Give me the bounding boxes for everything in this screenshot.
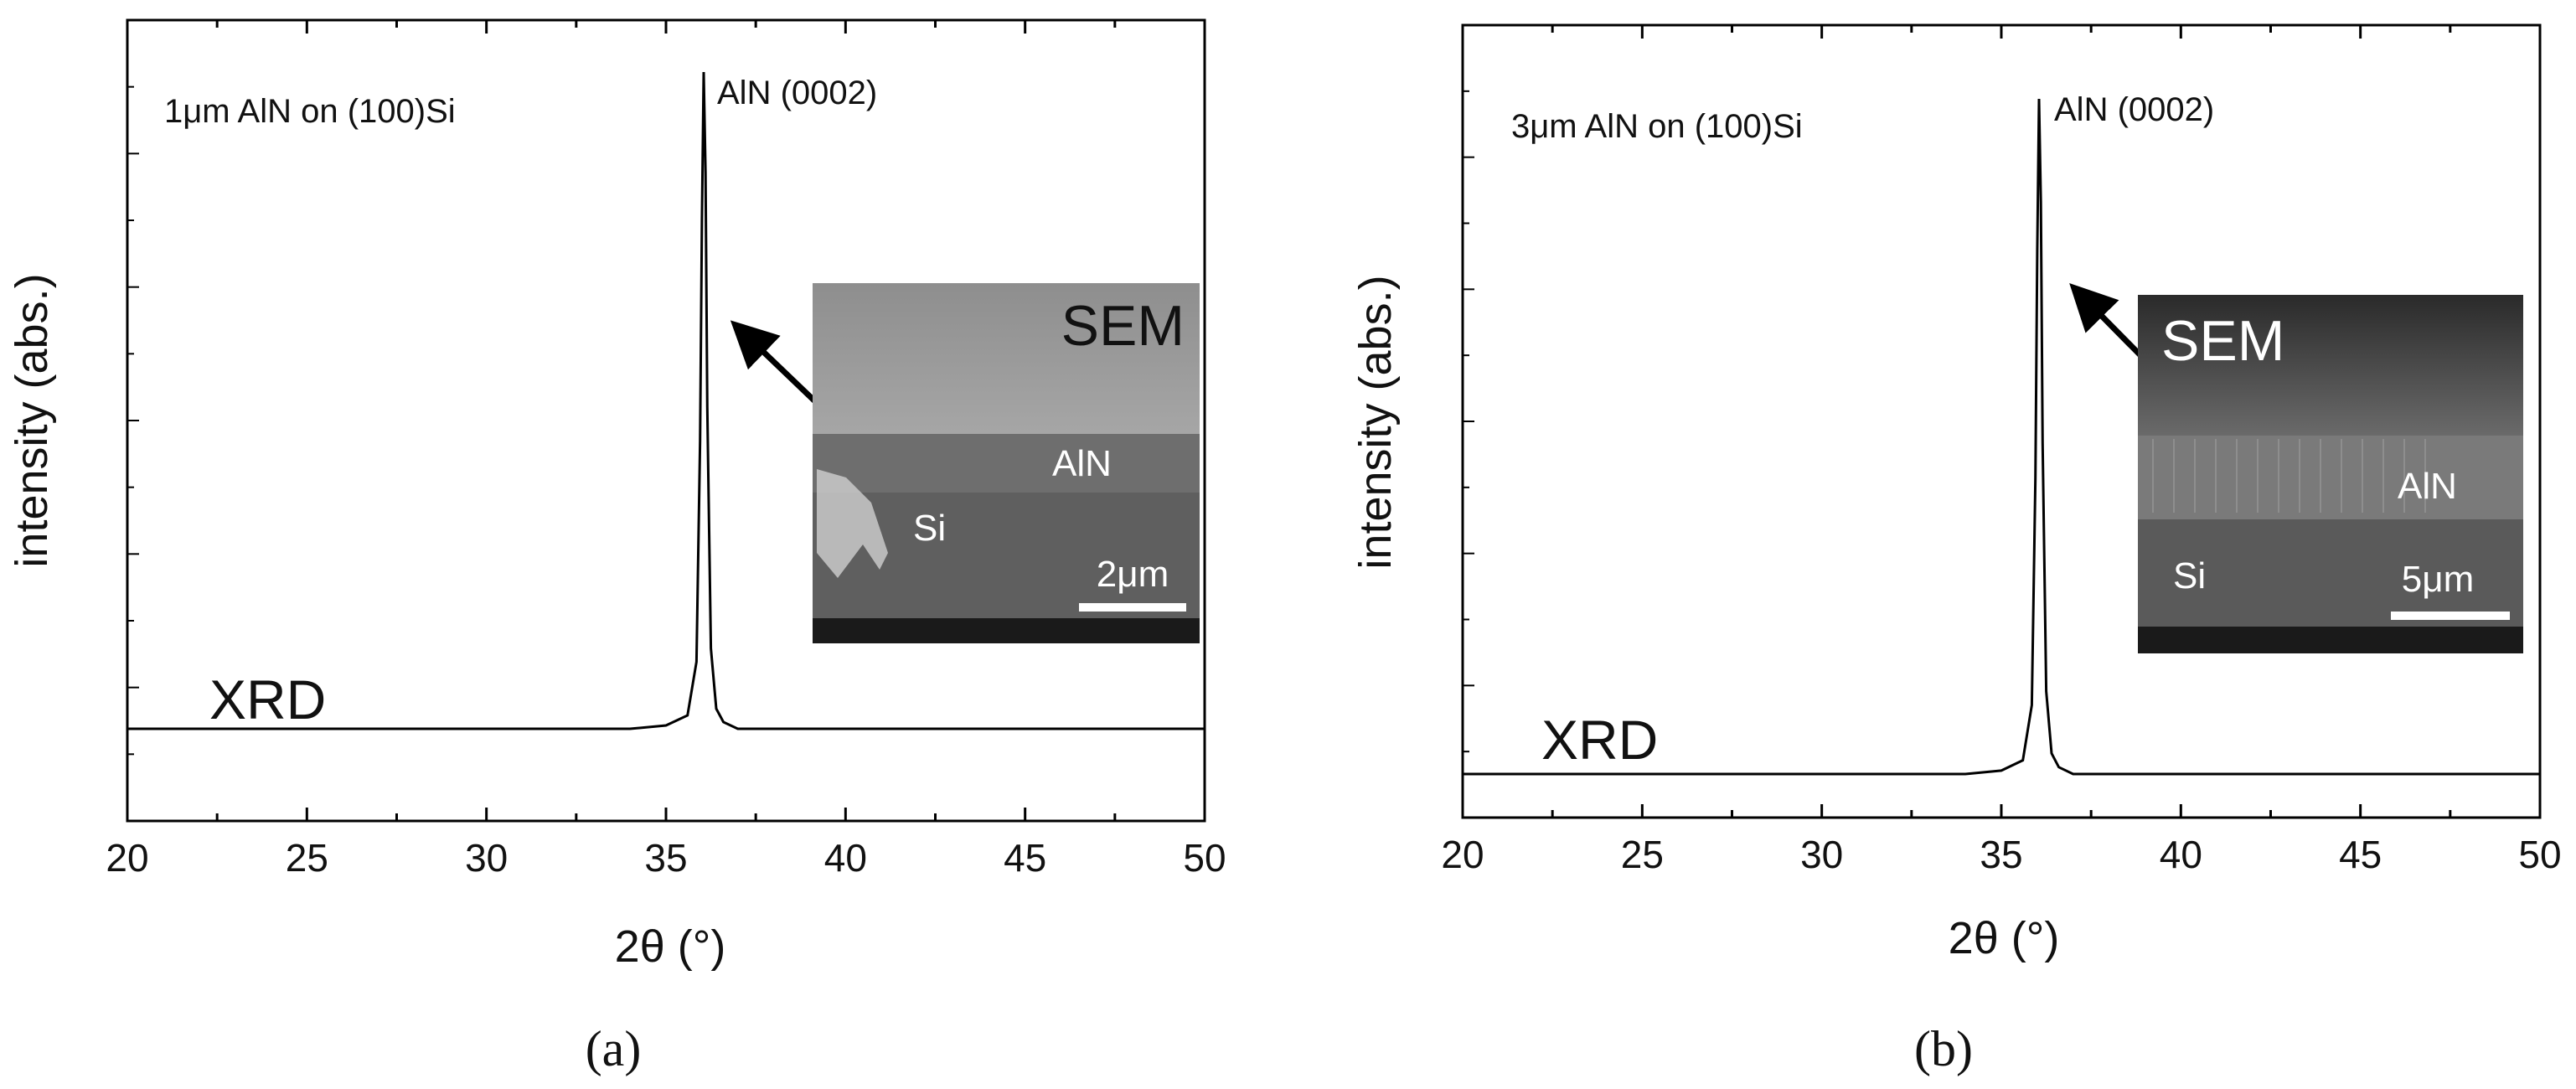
x-tick-label: 50 xyxy=(1183,836,1226,880)
scale-bar xyxy=(2391,612,2510,620)
y-axis xyxy=(127,85,139,756)
x-tick-label: 30 xyxy=(465,836,508,880)
x-tick-label: 35 xyxy=(1980,833,2022,876)
x-tick-label: 35 xyxy=(644,836,687,880)
sem-layer-label: AlN xyxy=(1052,443,1112,484)
sem-info-bar xyxy=(813,618,1200,643)
x-tick-label: 40 xyxy=(824,836,867,880)
panel-b: 20 25 30 35 40 45 50 3μm AlN on (100)Si AlN (0… xyxy=(1350,23,2562,1076)
sem-si-substrate xyxy=(2138,519,2523,627)
x-tick-label: 20 xyxy=(106,836,148,880)
x-axis-title: 2θ (°) xyxy=(615,921,726,972)
panel-a: 20 25 30 35 40 45 50 1μm AlN on (100)Si AlN (0… xyxy=(7,18,1226,1076)
sem-columnar-texture xyxy=(2152,439,2426,513)
scale-bar-label: 2μm xyxy=(1097,554,1169,595)
x-tick-label: 30 xyxy=(1800,833,1843,876)
xrd-trace xyxy=(127,71,1205,730)
x-tick-label: 50 xyxy=(2518,833,2561,876)
scale-bar xyxy=(1079,603,1186,612)
x-tick-label: 25 xyxy=(1621,833,1664,876)
x-axis: 20 25 30 35 40 45 50 xyxy=(106,20,1226,880)
panel-label: (a) xyxy=(586,1021,642,1076)
sem-substrate-label: Si xyxy=(913,508,946,549)
sem-upper-region xyxy=(813,283,1200,434)
y-axis xyxy=(1463,90,1474,753)
sem-title: SEM xyxy=(1061,294,1185,358)
sem-inset: SEM AlN Si 5μm xyxy=(2138,295,2523,653)
scale-bar-label: 5μm xyxy=(2402,559,2474,600)
sem-info-bar xyxy=(2138,627,2523,653)
sem-title: SEM xyxy=(2161,309,2284,373)
sem-layer-label: AlN xyxy=(2398,466,2457,507)
trace-label: XRD xyxy=(1541,709,1658,771)
x-tick-label: 40 xyxy=(2160,833,2202,876)
peak-label: AlN (0002) xyxy=(717,75,877,111)
sample-label: 1μm AlN on (100)Si xyxy=(164,93,456,130)
panel-label: (b) xyxy=(1914,1021,1973,1076)
sem-upper-region xyxy=(2138,295,2523,436)
y-axis-title: intensity (abs.) xyxy=(1350,275,1401,569)
x-tick-label: 20 xyxy=(1441,833,1484,876)
sem-inset: SEM AlN Si 2μm xyxy=(813,283,1200,643)
sem-debris xyxy=(817,469,888,578)
x-axis: 20 25 30 35 40 45 50 xyxy=(1441,25,2562,876)
x-axis-title: 2θ (°) xyxy=(1949,913,2060,963)
peak-label: AlN (0002) xyxy=(2054,91,2214,128)
x-tick-label: 45 xyxy=(1004,836,1046,880)
sem-substrate-label: Si xyxy=(2173,555,2206,596)
x-tick-label: 25 xyxy=(286,836,328,880)
sem-aln-layer xyxy=(2138,436,2523,519)
sem-aln-layer xyxy=(813,434,1200,493)
y-axis-title: intensity (abs.) xyxy=(7,273,57,567)
xrd-trace xyxy=(1463,98,2540,776)
trace-label: XRD xyxy=(209,668,326,730)
x-tick-label: 45 xyxy=(2339,833,2382,876)
sample-label: 3μm AlN on (100)Si xyxy=(1511,108,1803,145)
